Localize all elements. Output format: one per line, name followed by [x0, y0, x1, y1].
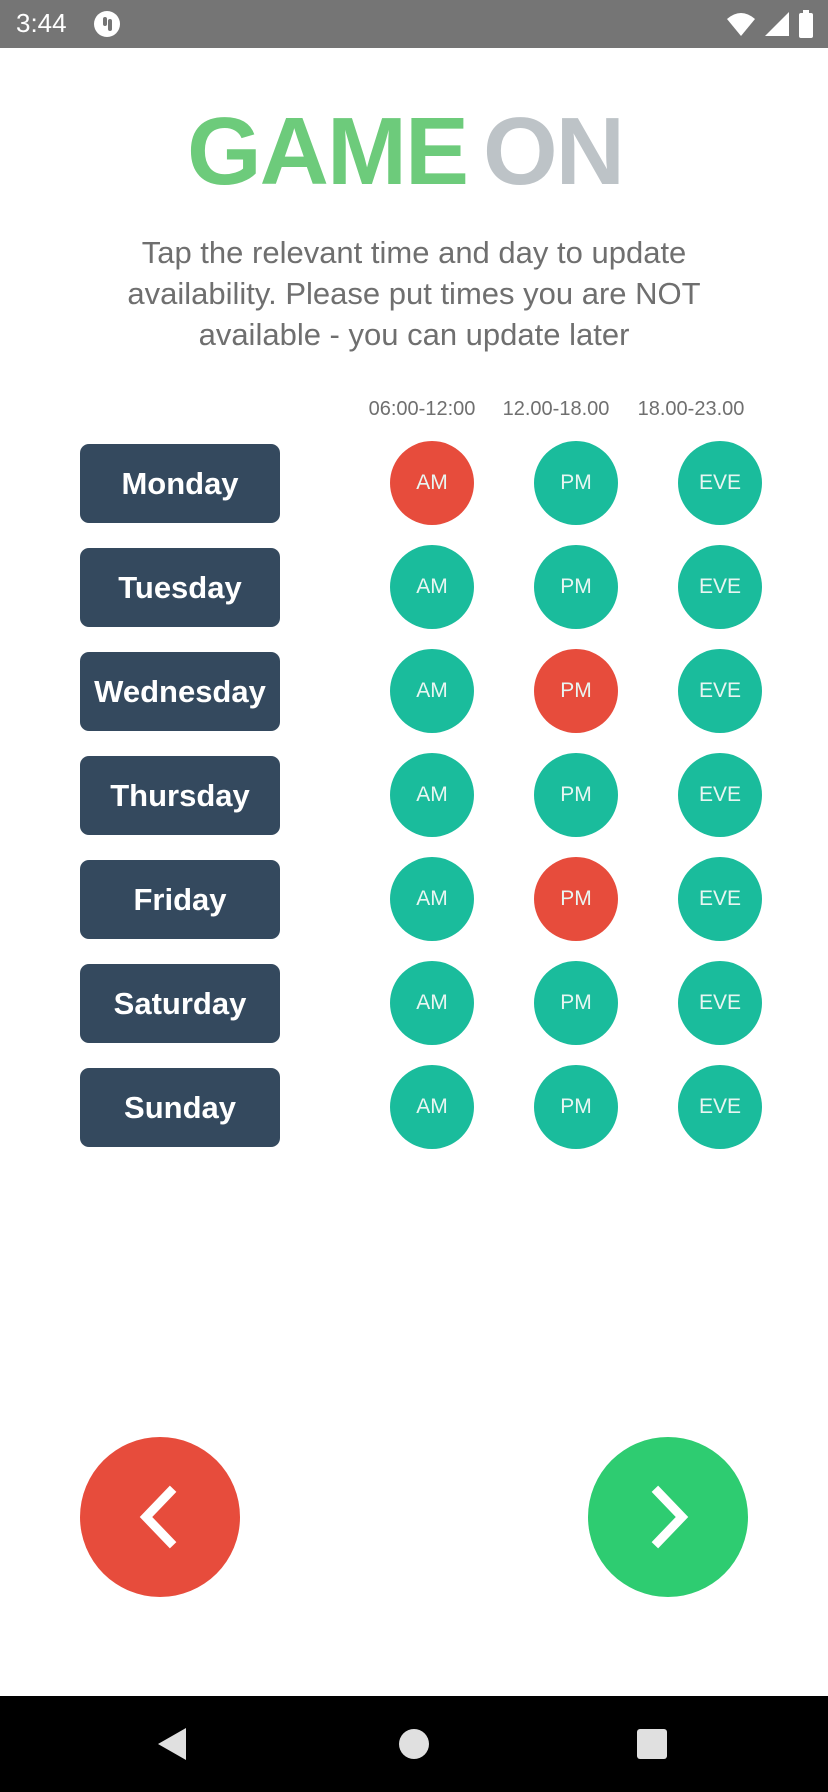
slot-sunday-am[interactable]: AM: [390, 1065, 474, 1149]
day-row-tuesday: Tuesday AM PM EVE: [0, 545, 828, 629]
gameon-logo: GAME ON: [150, 95, 678, 205]
day-button-monday[interactable]: Monday: [80, 444, 280, 523]
back-button[interactable]: [80, 1437, 240, 1597]
status-icons: [726, 10, 814, 38]
chevron-right-icon: [651, 1485, 689, 1549]
home-circle-icon[interactable]: [394, 1724, 434, 1764]
day-row-monday: Monday AM PM EVE: [0, 441, 828, 525]
logo-text-on: ON: [483, 102, 623, 198]
slot-sunday-eve[interactable]: EVE: [678, 1065, 762, 1149]
status-time: 3:44: [16, 8, 67, 38]
status-bar: 3:44: [0, 0, 828, 48]
column-header-eve: 18.00-23.00: [637, 398, 745, 420]
slot-monday-pm[interactable]: PM: [534, 441, 618, 525]
day-row-saturday: Saturday AM PM EVE: [0, 961, 828, 1045]
day-button-thursday[interactable]: Thursday: [80, 756, 280, 835]
slot-thursday-eve[interactable]: EVE: [678, 753, 762, 837]
slot-tuesday-eve[interactable]: EVE: [678, 545, 762, 629]
slot-wednesday-pm[interactable]: PM: [534, 649, 618, 733]
notification-icon: [94, 11, 120, 37]
column-header-pm: 12.00-18.00: [502, 398, 610, 420]
day-row-friday: Friday AM PM EVE: [0, 857, 828, 941]
logo-text-game: GAME: [187, 102, 467, 198]
android-nav-bar: [0, 1696, 828, 1792]
slot-thursday-pm[interactable]: PM: [534, 753, 618, 837]
slot-sunday-pm[interactable]: PM: [534, 1065, 618, 1149]
slot-saturday-pm[interactable]: PM: [534, 961, 618, 1045]
signal-icon: [765, 12, 789, 36]
wifi-icon: [727, 13, 755, 36]
day-row-thursday: Thursday AM PM EVE: [0, 753, 828, 837]
day-button-sunday[interactable]: Sunday: [80, 1068, 280, 1147]
recents-square-icon[interactable]: [632, 1724, 672, 1764]
slot-friday-eve[interactable]: EVE: [678, 857, 762, 941]
chevron-left-icon: [139, 1485, 177, 1549]
back-triangle-icon[interactable]: [152, 1724, 192, 1764]
day-button-tuesday[interactable]: Tuesday: [80, 548, 280, 627]
next-button[interactable]: [588, 1437, 748, 1597]
slot-saturday-eve[interactable]: EVE: [678, 961, 762, 1045]
instructions-text: Tap the relevant time and day to update …: [127, 235, 701, 352]
slot-tuesday-am[interactable]: AM: [390, 545, 474, 629]
day-row-wednesday: Wednesday AM PM EVE: [0, 649, 828, 733]
day-row-sunday: Sunday AM PM EVE: [0, 1065, 828, 1149]
day-button-friday[interactable]: Friday: [80, 860, 280, 939]
column-header-am: 06:00-12:00: [368, 398, 476, 420]
slot-saturday-am[interactable]: AM: [390, 961, 474, 1045]
slot-wednesday-eve[interactable]: EVE: [678, 649, 762, 733]
slot-monday-eve[interactable]: EVE: [678, 441, 762, 525]
logo-graphic: GAME ON: [187, 102, 625, 198]
slot-friday-pm[interactable]: PM: [534, 857, 618, 941]
slot-friday-am[interactable]: AM: [390, 857, 474, 941]
slot-tuesday-pm[interactable]: PM: [534, 545, 618, 629]
battery-icon: [799, 10, 813, 38]
day-button-saturday[interactable]: Saturday: [80, 964, 280, 1043]
slot-wednesday-am[interactable]: AM: [390, 649, 474, 733]
day-button-wednesday[interactable]: Wednesday: [80, 652, 280, 731]
slot-monday-am[interactable]: AM: [390, 441, 474, 525]
slot-thursday-am[interactable]: AM: [390, 753, 474, 837]
